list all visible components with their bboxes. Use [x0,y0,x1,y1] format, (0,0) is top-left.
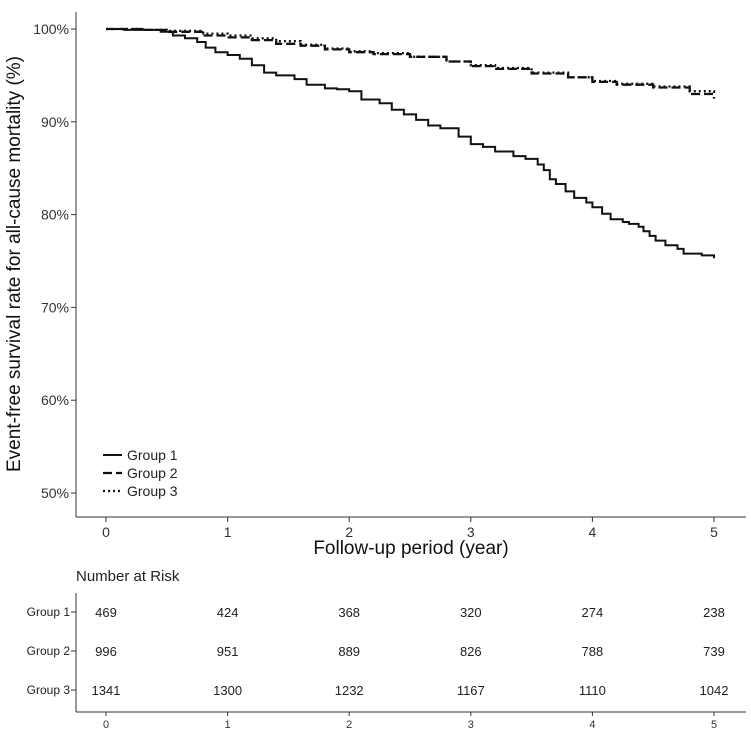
risk-cell: 469 [95,605,117,620]
series-line-group-1 [106,28,715,259]
risk-cell: 320 [460,605,482,620]
y-tick-label: 70% [41,299,69,315]
risk-table-title: Number at Risk [76,568,180,585]
x-tick-label: 0 [102,524,110,540]
risk-row-label: Group 1 [27,605,71,619]
risk-rows: Group 1 469 424 368 320 274 238 Group 2 996 951 88… [27,605,729,698]
risk-row-label: Group 3 [27,683,71,697]
plot-area: 50% 60% 70% 80% 90% 100% 0 1 2 3 4 5 Event-free su… [4,12,746,559]
risk-cell: 238 [703,605,725,620]
risk-cell: 889 [338,644,360,659]
legend-label-group-3: Group 3 [127,483,178,499]
y-tick-label: 100% [33,21,69,37]
risk-cell: 1341 [92,683,121,698]
legend-label-group-2: Group 2 [127,465,178,481]
risk-cell: 274 [582,605,604,620]
risk-cell: 1167 [457,683,485,698]
legend: Group 1 Group 2 Group 3 [103,447,178,499]
y-ticks: 50% 60% 70% 80% 90% 100% [33,21,76,501]
series-line-group-3 [106,27,716,94]
x-tick-label: 3 [467,524,475,540]
y-tick-label: 50% [41,485,69,501]
y-tick-label: 90% [41,114,69,130]
series-lines [106,27,716,259]
y-tick-label: 80% [41,207,69,223]
risk-cell: 951 [217,644,239,659]
x-tick-label: 5 [710,524,718,540]
risk-cell: 1042 [700,683,729,698]
y-tick-label: 60% [41,392,69,408]
risk-cell: 739 [703,644,725,659]
x-tick-label: 1 [224,524,232,540]
risk-cell: 826 [460,644,482,659]
legend-label-group-1: Group 1 [127,447,178,463]
risk-x-tick-label: 1 [225,719,231,731]
risk-cell: 1300 [213,683,242,698]
y-axis-title: Event-free survival rate for all-cause m… [4,56,25,472]
risk-x-ticks: 0 1 2 3 4 5 [103,712,717,731]
x-ticks: 0 1 2 3 4 5 [102,517,718,540]
risk-table: Number at Risk Group 1 469 424 368 320 274 238… [27,568,746,731]
x-tick-label: 2 [345,524,353,540]
risk-x-tick-label: 3 [468,719,474,731]
risk-cell: 996 [95,644,117,659]
x-tick-label: 4 [589,524,597,540]
risk-cell: 424 [217,605,239,620]
risk-x-tick-label: 2 [346,719,352,731]
risk-cell: 1232 [335,683,364,698]
risk-x-tick-label: 0 [103,719,109,731]
risk-x-tick-label: 4 [589,719,595,731]
x-axis-title: Follow-up period (year) [313,538,508,559]
risk-cell: 368 [338,605,360,620]
risk-x-tick-label: 5 [711,719,717,731]
risk-cell: 1110 [579,683,606,698]
risk-row-label: Group 2 [27,644,71,658]
series-line-group-2 [106,27,716,99]
risk-cell: 788 [582,644,604,659]
